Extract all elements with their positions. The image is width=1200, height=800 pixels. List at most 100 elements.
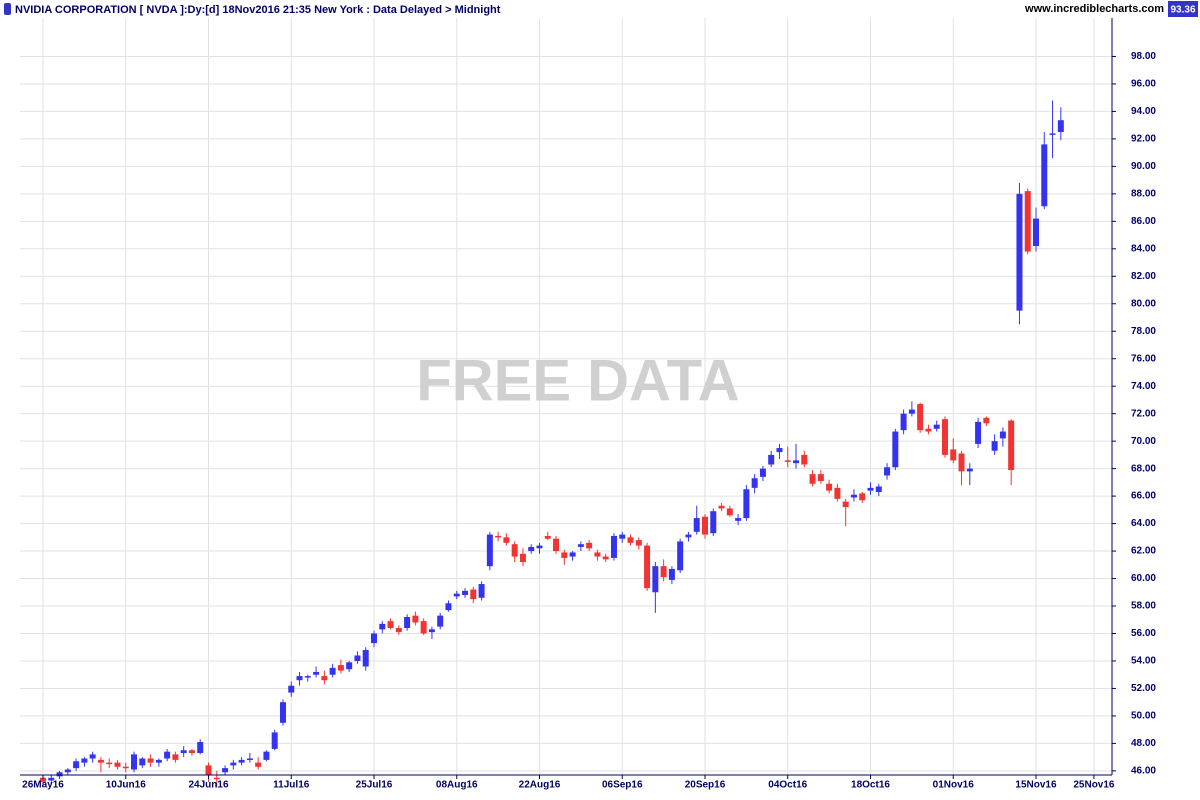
candle-body [371,633,377,644]
candle-body [553,538,560,552]
watermark: FREE DATA [416,348,739,413]
candle-body [784,460,791,462]
candle-body [337,665,344,671]
candle-body [404,617,411,628]
candle-body [925,428,932,432]
candle-body [594,552,601,557]
candle-body [569,552,576,557]
candle-body [180,750,187,754]
candle-body [97,759,104,763]
candle-body [908,409,915,414]
candle-body [164,751,171,759]
candle-body [470,589,477,600]
candle-body [503,537,510,543]
y-tick-label: 80.00 [1131,298,1156,309]
y-tick-label: 64.00 [1131,518,1156,529]
candle-body [668,568,675,580]
candle-body [222,768,229,773]
candle-body [387,621,394,628]
candle-body [619,534,626,539]
candle-body [412,615,419,623]
candle-body [155,759,162,763]
candle-body [850,494,857,498]
candle-body [536,545,543,549]
candle-body [379,623,386,630]
candle-body [519,553,526,563]
candle-body [453,593,460,597]
candle-body [586,542,593,549]
x-tick-label: 25Nov16 [1073,780,1115,791]
candle-body [1016,193,1023,311]
y-tick-label: 96.00 [1131,79,1156,90]
candle-body [826,483,833,491]
candle-body [197,742,204,754]
x-tick-label: 08Aug16 [436,780,478,791]
x-tick-label: 11Jul16 [273,780,310,791]
candle-body [271,732,278,749]
candle-body [743,489,750,519]
candle-body [602,556,609,560]
candle-body [627,537,634,543]
candle-body [817,474,824,481]
x-tick-label: 18Oct16 [851,780,890,791]
candle-body [462,590,469,596]
y-tick-label: 76.00 [1131,353,1156,364]
candle-body [304,676,311,678]
candle-body [437,615,444,627]
candle-body [1057,120,1064,133]
last-price: 93.36 [1170,5,1195,16]
candle-body [610,535,617,558]
candle-body [941,419,948,455]
candle-body [147,758,154,763]
candle-body [652,566,659,593]
candle-body [735,518,742,521]
candle-body [420,621,427,634]
candle-body [89,754,96,759]
candle-body [346,662,353,670]
candle-body [577,544,584,547]
y-tick-label: 72.00 [1131,408,1156,419]
candle-body [776,448,783,453]
y-tick-label: 56.00 [1131,628,1156,639]
symbol-icon [4,3,11,15]
x-tick-label: 01Nov16 [933,780,975,791]
candle-body [991,441,998,451]
candle-body [213,777,220,780]
candle-body [983,417,990,424]
candle-body [172,754,179,760]
candle-body [660,566,667,578]
candle-body [1033,218,1039,247]
candle-body [975,421,982,444]
x-tick-label: 26May16 [22,780,64,791]
grid [20,18,1112,775]
candle-body [395,627,402,633]
candle-body [726,508,733,516]
candle-body [875,486,882,492]
candle-body [205,765,212,775]
candle-body [486,534,493,567]
y-tick-label: 48.00 [1131,738,1156,749]
axes: 46.00 48.00 50.00 52.00 54.00 56.00 58.00 60.00… [20,18,1156,791]
candle-body [40,777,46,782]
candle-body [867,487,874,491]
candle-body [950,449,957,461]
candle-body [693,518,700,532]
candle-body [73,761,80,769]
candle-body [644,545,651,589]
y-tick-label: 68.00 [1131,463,1156,474]
candle-body [263,751,270,760]
y-tick-label: 74.00 [1131,381,1156,392]
y-tick-label: 46.00 [1131,766,1156,777]
candle-body [131,754,138,770]
candle-body [1024,191,1031,252]
candle-body [64,769,71,773]
candle-body [759,468,766,477]
candle-body [362,649,369,667]
candle-body [685,534,692,538]
candle-body [677,541,684,571]
candle-body [106,762,113,765]
candle-body [279,702,286,723]
candle-body [428,629,435,633]
x-tick-label: 10Jun16 [106,780,146,791]
